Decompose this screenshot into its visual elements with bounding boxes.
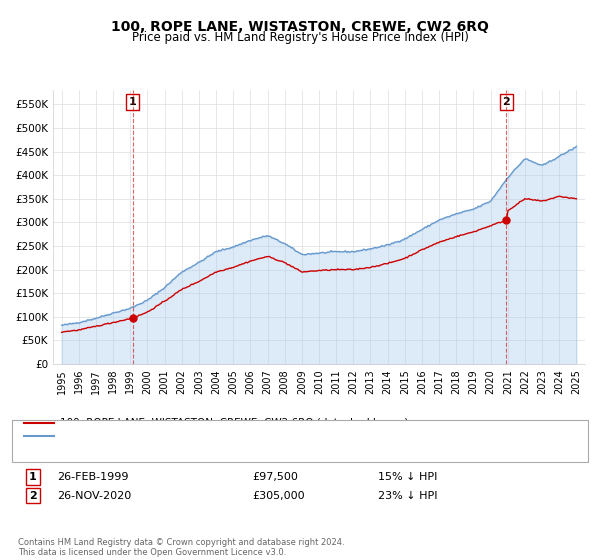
Text: £305,000: £305,000 bbox=[252, 491, 305, 501]
Text: 2: 2 bbox=[503, 97, 510, 107]
Text: 2: 2 bbox=[29, 491, 37, 501]
Text: 26-FEB-1999: 26-FEB-1999 bbox=[57, 472, 128, 482]
Text: HPI: Average price, detached house, Cheshire East: HPI: Average price, detached house, Ches… bbox=[60, 431, 325, 441]
Text: £97,500: £97,500 bbox=[252, 472, 298, 482]
Text: 23% ↓ HPI: 23% ↓ HPI bbox=[378, 491, 437, 501]
Text: 1: 1 bbox=[129, 97, 137, 107]
Text: Contains HM Land Registry data © Crown copyright and database right 2024.
This d: Contains HM Land Registry data © Crown c… bbox=[18, 538, 344, 557]
Text: 100, ROPE LANE, WISTASTON, CREWE, CW2 6RQ: 100, ROPE LANE, WISTASTON, CREWE, CW2 6R… bbox=[111, 20, 489, 34]
Text: 100, ROPE LANE, WISTASTON, CREWE, CW2 6RQ (detached house): 100, ROPE LANE, WISTASTON, CREWE, CW2 6R… bbox=[60, 418, 409, 428]
Text: 26-NOV-2020: 26-NOV-2020 bbox=[57, 491, 131, 501]
Text: Price paid vs. HM Land Registry's House Price Index (HPI): Price paid vs. HM Land Registry's House … bbox=[131, 31, 469, 44]
Text: 1: 1 bbox=[29, 472, 37, 482]
Text: 15% ↓ HPI: 15% ↓ HPI bbox=[378, 472, 437, 482]
